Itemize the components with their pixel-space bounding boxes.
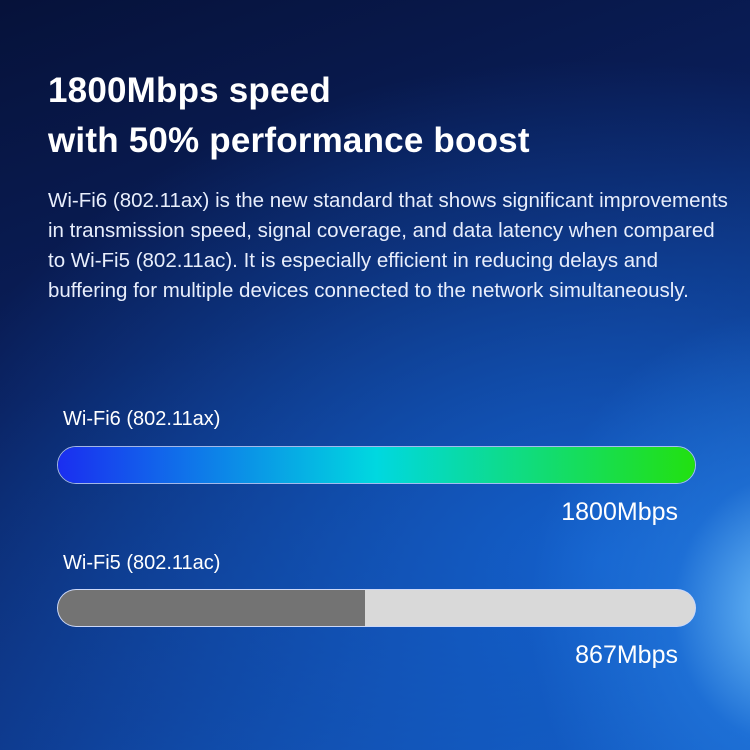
bar-wifi5 xyxy=(58,590,365,626)
headline-line-1: 1800Mbps speed xyxy=(48,71,331,110)
category-label-wifi5: Wi-Fi5 (802.11ac) xyxy=(63,552,221,574)
bar-wifi6 xyxy=(58,447,695,483)
bar-track-wifi6 xyxy=(57,446,696,484)
value-label-wifi5: 867Mbps xyxy=(575,641,678,669)
description: Wi-Fi6 (802.11ax) is the new standard th… xyxy=(48,189,728,302)
bar-track-wifi5 xyxy=(57,589,696,627)
category-label-wifi6: Wi-Fi6 (802.11ax) xyxy=(63,408,221,430)
headline-line-2: with 50% performance boost xyxy=(48,121,530,160)
headline: 1800Mbps speed with 50% performance boos… xyxy=(48,66,530,166)
value-label-wifi6: 1800Mbps xyxy=(561,498,678,526)
